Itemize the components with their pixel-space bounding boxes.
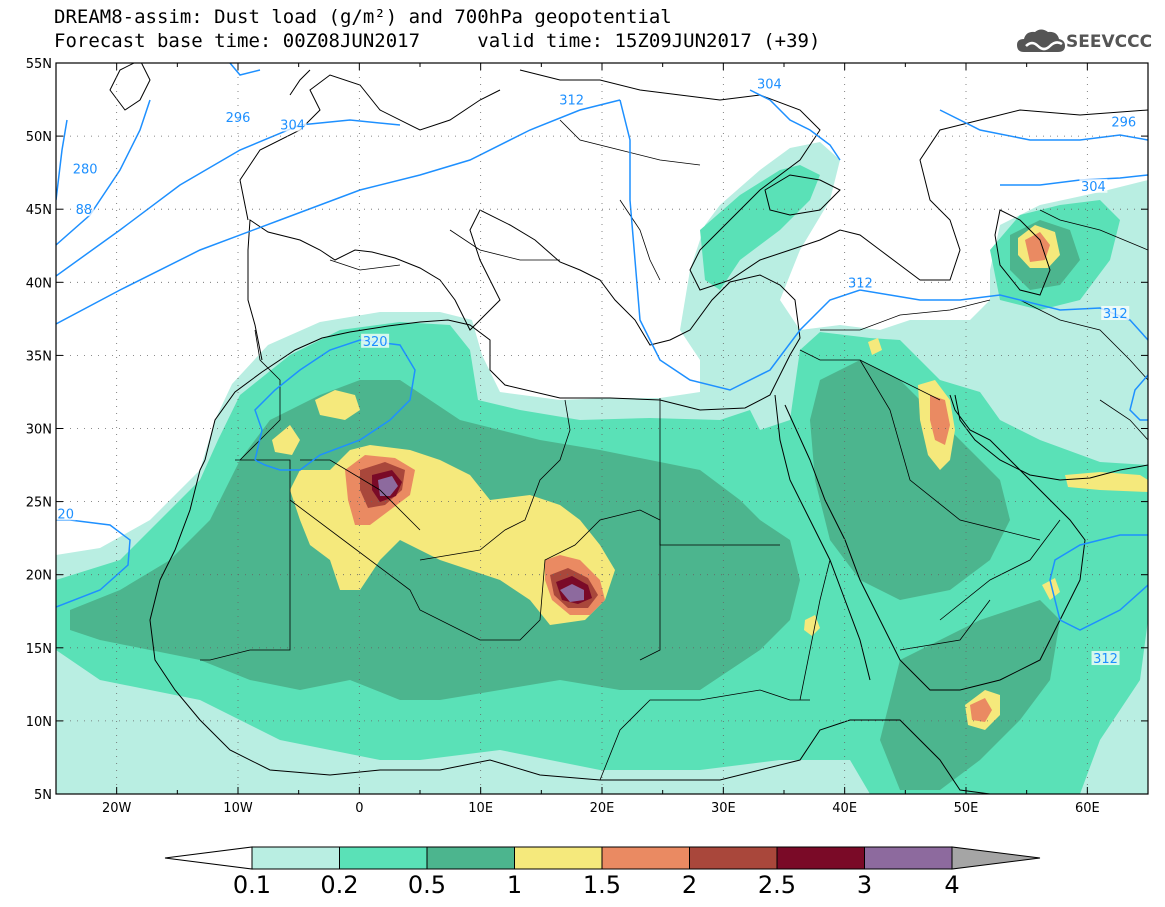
lon-tick-label: 0 — [355, 801, 363, 816]
colorbar-segment — [864, 846, 953, 870]
axis-tick-labels: 20W 10W 0 10E 20E 30E 40E 50E 60E 5N 10N 15N 20N 25N 3… — [26, 57, 1100, 816]
colorbar-level-label: 0.5 — [408, 871, 446, 899]
contour-label: 320 — [363, 335, 388, 350]
colorbar-segment — [426, 846, 515, 870]
lon-tick-label: 50E — [954, 801, 979, 816]
contour-label: 304 — [757, 77, 782, 92]
lon-tick-label: 10E — [468, 801, 493, 816]
lon-tick-label: 10W — [223, 801, 253, 816]
colorbar-under-arrow — [164, 846, 253, 870]
colorbar-segment — [776, 846, 865, 870]
colorbar-level-label: 4 — [944, 871, 959, 899]
contour-label: 312 — [1103, 307, 1128, 322]
lat-tick-label: 10N — [26, 715, 52, 730]
lon-tick-label: 40E — [832, 801, 857, 816]
logo-text: SEEVCCC — [1066, 32, 1153, 52]
lon-tick-label: 30E — [711, 801, 736, 816]
contour-label-bg — [755, 76, 784, 91]
contour-label: 312 — [1093, 652, 1118, 667]
contour-label: 312 — [559, 94, 584, 109]
contour-label-bg — [1101, 306, 1130, 321]
contour-label: 304 — [1081, 180, 1106, 195]
axis-ticks — [55, 62, 1149, 795]
colorbar-segment — [339, 846, 428, 870]
contour-label: 296 — [226, 111, 251, 126]
colorbar-over-arrow — [951, 846, 1041, 870]
dust-load-field — [56, 142, 1148, 794]
colorbar-labels: 0.1 0.2 0.5 1 1.5 2 2.5 3 4 — [233, 871, 960, 899]
colorbar-segment — [601, 846, 690, 870]
colorbar-level-label: 1.5 — [583, 871, 621, 899]
valid-time: valid time: 15Z09JUN2017 (+39) — [477, 30, 821, 52]
contour-label-bg — [1091, 651, 1120, 666]
contour-label-bg — [278, 117, 307, 132]
contour-label: 296 — [1111, 115, 1136, 130]
contour-label-bg — [1109, 114, 1138, 129]
colorbar-level-label: 3 — [857, 871, 872, 899]
lat-tick-label: 55N — [26, 57, 52, 72]
lon-tick-label: 20E — [590, 801, 615, 816]
contour-label: 312 — [848, 276, 873, 291]
contour-label-bg — [224, 110, 252, 125]
contour-label-bg — [73, 202, 94, 217]
lat-lon-grid — [56, 63, 1148, 794]
colorbar-level-label: 1 — [507, 871, 522, 899]
contour-label-bg — [71, 161, 100, 176]
seevccc-logo: SEEVCCC — [1016, 24, 1156, 60]
lat-tick-label: 50N — [26, 130, 52, 145]
contour-label: 88 — [76, 203, 93, 218]
base-time: Forecast base time: 00Z08JUN2017 — [54, 30, 421, 52]
lat-tick-label: 35N — [26, 349, 52, 364]
contour-label: 304 — [280, 118, 305, 133]
colorbar-segment — [251, 846, 340, 870]
contour-label-bg — [361, 333, 390, 348]
lat-tick-label: 15N — [26, 642, 52, 657]
colorbar-level-label: 0.2 — [320, 871, 358, 899]
colorbar — [164, 846, 1041, 870]
colorbar-level-label: 2.5 — [758, 871, 796, 899]
forecast-times: Forecast base time: 00Z08JUN2017 valid t… — [54, 30, 820, 52]
contour-label-bg — [846, 275, 875, 290]
colorbar-segment — [514, 846, 603, 870]
contour-label-bg — [1079, 178, 1108, 193]
contour-label: 20 — [57, 507, 74, 522]
lat-tick-label: 30N — [26, 423, 52, 438]
lat-tick-label: 40N — [26, 276, 52, 291]
map-title: DREAM8-assim: Dust load (g/m²) and 700hP… — [54, 6, 672, 28]
lon-tick-label: 20W — [102, 801, 132, 816]
contour-label-bg — [557, 92, 586, 107]
colorbar-level-label: 2 — [682, 871, 697, 899]
lat-tick-label: 5N — [34, 788, 52, 803]
geopotential-contours — [56, 63, 1148, 631]
lat-tick-label: 45N — [26, 203, 52, 218]
lon-tick-label: 60E — [1075, 801, 1100, 816]
contour-label-bg — [56, 506, 76, 521]
contour-label: 280 — [73, 162, 98, 177]
cloud-icon — [1017, 29, 1065, 52]
colorbar-segment — [689, 846, 778, 870]
coastlines — [109, 63, 1148, 794]
lat-tick-label: 25N — [26, 496, 52, 511]
colorbar-level-label: 0.1 — [233, 871, 271, 899]
lat-tick-label: 20N — [26, 569, 52, 584]
contour-labels: 296 304 280 88 312 304 296 304 312 312 320 20 312 — [56, 76, 1138, 667]
